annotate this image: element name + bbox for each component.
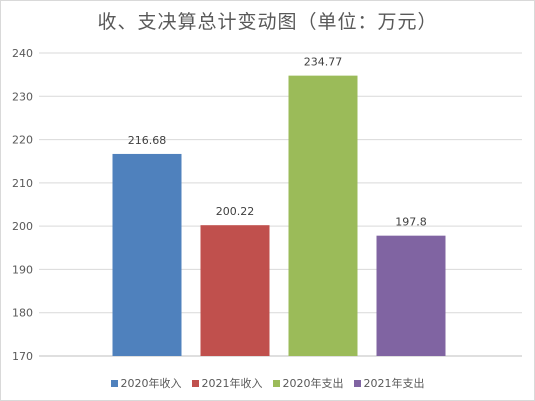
legend-item: 2020年收入 bbox=[110, 375, 182, 391]
data-label: 200.22 bbox=[216, 205, 255, 218]
bar-4 bbox=[376, 235, 446, 356]
y-tick-label: 220 bbox=[12, 134, 33, 147]
data-label: 216.68 bbox=[128, 134, 167, 147]
legend-swatch bbox=[272, 379, 280, 387]
chart-legend: 2020年收入 2021年收入 2020年支出 2021年支出 bbox=[1, 375, 534, 391]
y-tick-label: 240 bbox=[12, 47, 33, 60]
legend-label: 2021年收入 bbox=[201, 377, 263, 390]
y-tick-label: 230 bbox=[12, 90, 33, 103]
legend-item: 2021年收入 bbox=[191, 375, 263, 391]
y-tick-label: 180 bbox=[12, 307, 33, 320]
y-tick-label: 200 bbox=[12, 220, 33, 233]
legend-item: 2020年支出 bbox=[272, 375, 344, 391]
legend-swatch bbox=[191, 379, 199, 387]
data-label: 234.77 bbox=[304, 56, 343, 69]
legend-swatch bbox=[110, 379, 118, 387]
legend-item: 2021年支出 bbox=[353, 375, 425, 391]
legend-swatch bbox=[353, 379, 361, 387]
chart-title: 收、支决算总计变动图（单位：万元） bbox=[97, 11, 438, 33]
legend-label: 2020年收入 bbox=[120, 377, 182, 390]
y-tick-label: 190 bbox=[12, 263, 33, 276]
bar-2 bbox=[200, 225, 270, 356]
data-label: 197.8 bbox=[395, 216, 427, 229]
y-tick-label: 170 bbox=[12, 350, 33, 363]
bar-1 bbox=[112, 153, 182, 356]
bar-3 bbox=[288, 75, 358, 356]
y-tick-label: 210 bbox=[12, 177, 33, 190]
legend-label: 2020年支出 bbox=[282, 377, 344, 390]
legend-label: 2021年支出 bbox=[363, 377, 425, 390]
